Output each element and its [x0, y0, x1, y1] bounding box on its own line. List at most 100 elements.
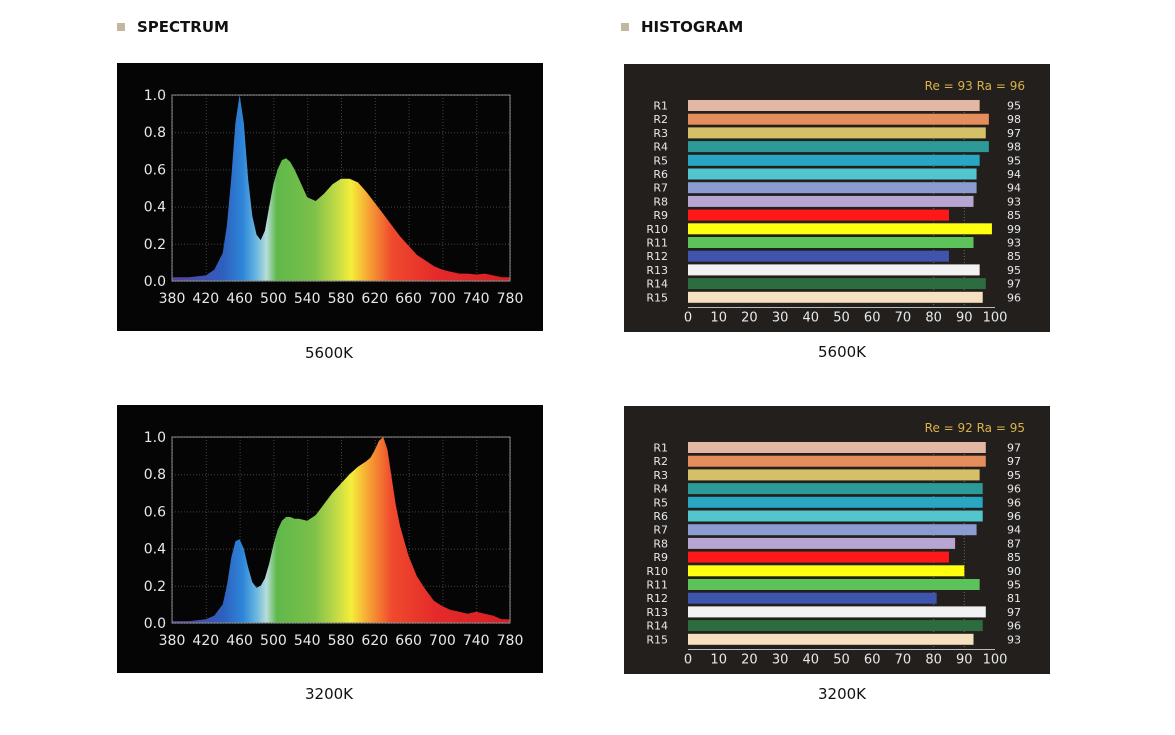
x-tick-label: 40	[803, 311, 820, 326]
category-label: R13	[646, 606, 668, 619]
x-tick-label: 540	[294, 633, 321, 649]
x-tick-label: 90	[956, 311, 973, 326]
category-label: R4	[653, 141, 668, 154]
spectrum-area	[172, 437, 510, 623]
category-label: R14	[646, 278, 668, 291]
x-tick-label: 50	[833, 311, 850, 326]
y-tick-label: 0.0	[144, 274, 166, 290]
x-tick-label: 740	[463, 291, 490, 307]
bar-value-label: 96	[1007, 620, 1021, 633]
histogram-bar	[688, 510, 983, 522]
bar-value-label: 97	[1007, 455, 1021, 468]
histogram-bar	[688, 278, 986, 290]
category-label: R5	[653, 154, 668, 167]
x-tick-label: 500	[260, 633, 287, 649]
y-tick-label: 0.8	[144, 467, 166, 483]
bar-value-label: 98	[1007, 113, 1021, 126]
x-tick-label: 500	[260, 291, 287, 307]
category-label: R12	[646, 250, 668, 263]
category-label: R12	[646, 592, 668, 605]
x-tick-label: 460	[226, 291, 253, 307]
bar-value-label: 85	[1007, 551, 1021, 564]
x-tick-label: 580	[328, 633, 355, 649]
category-label: R1	[653, 100, 668, 113]
histogram-bar	[688, 592, 937, 604]
histogram-title-text: HISTOGRAM	[641, 18, 744, 36]
bar-value-label: 97	[1007, 278, 1021, 291]
histogram-bar	[688, 442, 986, 453]
spectrum-3200k-svg: 0.0 0.2 0.4 0.6 0.8 1.0 380 420 460 500 540 580 620 6…	[117, 405, 543, 673]
x-tick-label: 80	[925, 311, 942, 326]
x-tick-label: 10	[710, 311, 727, 326]
category-label: R4	[653, 483, 668, 496]
square-bullet-icon	[117, 23, 125, 31]
x-tick-label: 100	[983, 653, 1008, 668]
bar-value-label: 97	[1007, 442, 1021, 455]
category-label: R10	[646, 565, 668, 578]
bar-value-label: 93	[1007, 633, 1021, 646]
histogram-5600k-svg: Re = 93 Ra = 96 R1 95 R2 98 R3 97 R4 98 R5 95 R6 94 R…	[624, 64, 1050, 332]
bar-value-label: 95	[1007, 154, 1021, 167]
bar-value-label: 94	[1007, 168, 1021, 181]
histogram-bar	[688, 168, 977, 180]
x-tick-label: 60	[864, 311, 881, 326]
plot-frame	[171, 94, 511, 282]
histogram-3200k-caption: 3200K	[817, 685, 866, 703]
histogram-bar	[688, 524, 977, 536]
bar-value-label: 97	[1007, 127, 1021, 140]
x-tick-label: 380	[159, 633, 186, 649]
y-tick-label: 1.0	[144, 430, 166, 446]
category-label: R8	[653, 195, 668, 208]
histogram-bar	[688, 537, 956, 549]
category-label: R15	[646, 633, 668, 646]
y-tick-label: 0.4	[144, 542, 166, 558]
bar-value-label: 98	[1007, 141, 1021, 154]
histogram-bar	[688, 469, 980, 481]
bar-value-label: 94	[1007, 182, 1021, 195]
bar-value-label: 85	[1007, 250, 1021, 263]
histogram-bar	[688, 223, 992, 235]
bar-value-label: 97	[1007, 606, 1021, 619]
x-tick-label: 380	[159, 291, 186, 307]
category-label: R3	[653, 127, 668, 140]
spectrum-5600k-svg: 0.0 0.2 0.4 0.6 0.8 1.0 380 420 460 500 540 580 620 6…	[117, 63, 543, 331]
bar-value-label: 95	[1007, 264, 1021, 277]
x-tick-label: 50	[833, 653, 850, 668]
category-label: R6	[653, 168, 668, 181]
y-tick-label: 0.6	[144, 162, 166, 178]
bar-value-label: 95	[1007, 579, 1021, 592]
x-tick-label: 660	[395, 633, 422, 649]
histogram-bar	[688, 483, 983, 495]
x-tick-label: 20	[741, 311, 758, 326]
category-label: R13	[646, 264, 668, 277]
spectrum-section-title: SPECTRUM	[117, 18, 229, 36]
x-tick-label: 60	[864, 653, 881, 668]
category-label: R8	[653, 537, 668, 550]
x-tick-label: 10	[710, 653, 727, 668]
category-label: R1	[653, 442, 668, 455]
bar-value-label: 96	[1007, 291, 1021, 304]
histogram-bar	[688, 633, 974, 645]
bar-value-label: 95	[1007, 469, 1021, 482]
x-tick-label: 780	[497, 291, 524, 307]
category-label: R14	[646, 620, 668, 633]
histogram-bar	[688, 579, 980, 590]
histogram-bar	[688, 182, 977, 194]
bar-value-label: 85	[1007, 209, 1021, 222]
bar-value-label: 95	[1007, 100, 1021, 113]
x-tick-label: 20	[741, 653, 758, 668]
x-tick-label: 420	[192, 291, 219, 307]
histogram-5600k-caption: 5600K	[817, 343, 866, 361]
y-tick-label: 0.6	[144, 504, 166, 520]
x-tick-label: 700	[429, 291, 456, 307]
bar-value-label: 96	[1007, 496, 1021, 509]
bar-value-label: 94	[1007, 524, 1021, 537]
x-tick-label: 780	[497, 633, 524, 649]
x-tick-label: 40	[803, 653, 820, 668]
square-bullet-icon	[621, 23, 629, 31]
histogram-bar	[688, 250, 949, 262]
histogram-bar	[688, 195, 974, 207]
y-tick-label: 0.2	[144, 237, 166, 253]
histogram-bar	[688, 620, 983, 632]
x-tick-label: 620	[361, 291, 388, 307]
